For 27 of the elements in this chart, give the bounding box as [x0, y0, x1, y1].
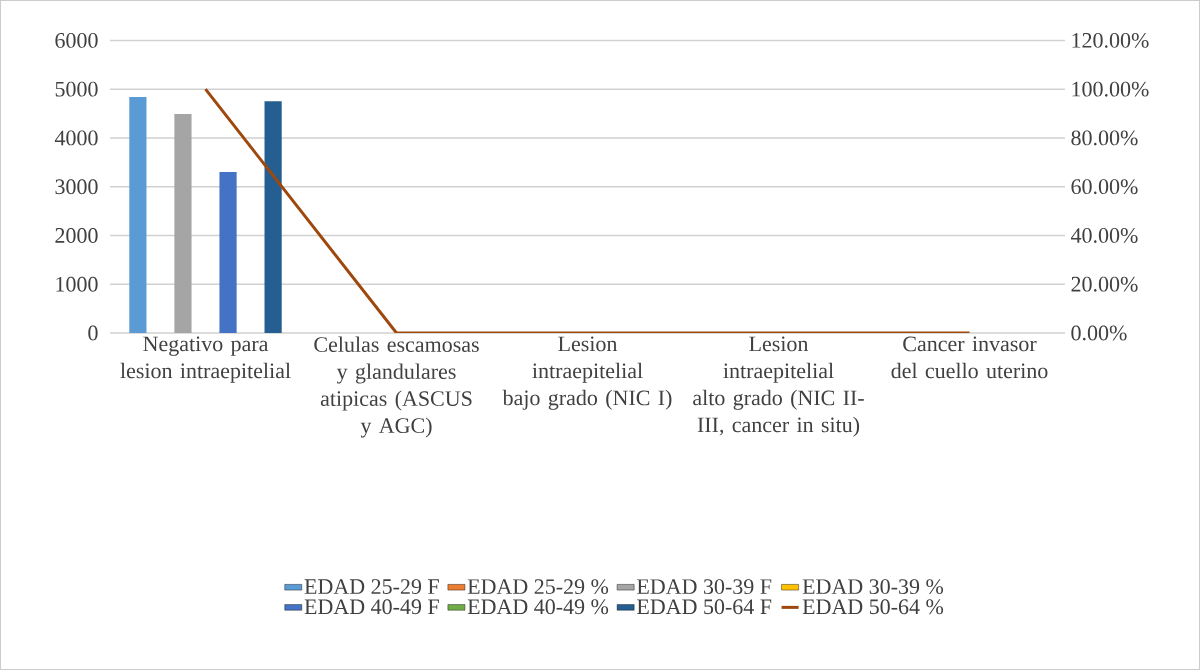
x-tick-label: Lesion intraepitelial bajo grado (NIC I) — [502, 336, 672, 410]
legend-label: EDAD 30-39 % — [802, 579, 944, 595]
y-tick-label: 0 — [88, 325, 98, 341]
y-tick-label: 2000 — [55, 228, 98, 243]
y2-tick-label: 60.00% — [1071, 179, 1138, 195]
y-tick-label: 5000 — [55, 81, 98, 97]
y-tick-label: 1000 — [56, 276, 98, 292]
y-tick-label: 3000 — [55, 179, 98, 195]
y2-tick-label: 0.00% — [1071, 325, 1127, 341]
legend-label: EDAD 50-64 % — [802, 599, 944, 615]
y2-tick-label: 40.00% — [1070, 227, 1138, 243]
legend-label: EDAD 30-39 F — [637, 579, 772, 595]
x-tick-label: Cancer invasor del cuello uterino — [891, 336, 1048, 379]
y-tick-label: 4000 — [54, 130, 98, 146]
x-tick-label: Celulas escamosas y glandulares atipicas (ASCUS y AGC) — [314, 336, 479, 438]
x-tick-label: Negativo para lesion intraepitelial — [120, 336, 291, 383]
legend-label: EDAD 25-29 F — [304, 579, 439, 594]
legend-label: EDAD 40-49 % — [467, 599, 609, 615]
legend-label: EDAD 25-29 % — [467, 579, 609, 595]
y2-tick-label: 20.00% — [1071, 276, 1138, 292]
y2-tick-label: 80.00% — [1071, 130, 1138, 146]
y2-tick-label: 120.00% — [1072, 32, 1149, 48]
y-tick-label: 6000 — [55, 32, 98, 48]
legend-label: EDAD 50-64 F — [637, 599, 772, 615]
y2-tick-label: 100.00% — [1072, 81, 1149, 97]
x-tick-label: Lesion intraepitelial alto grado (NIC II-III, cancer in situ) — [693, 336, 864, 437]
legend-label: EDAD 40-49 F — [304, 599, 439, 615]
